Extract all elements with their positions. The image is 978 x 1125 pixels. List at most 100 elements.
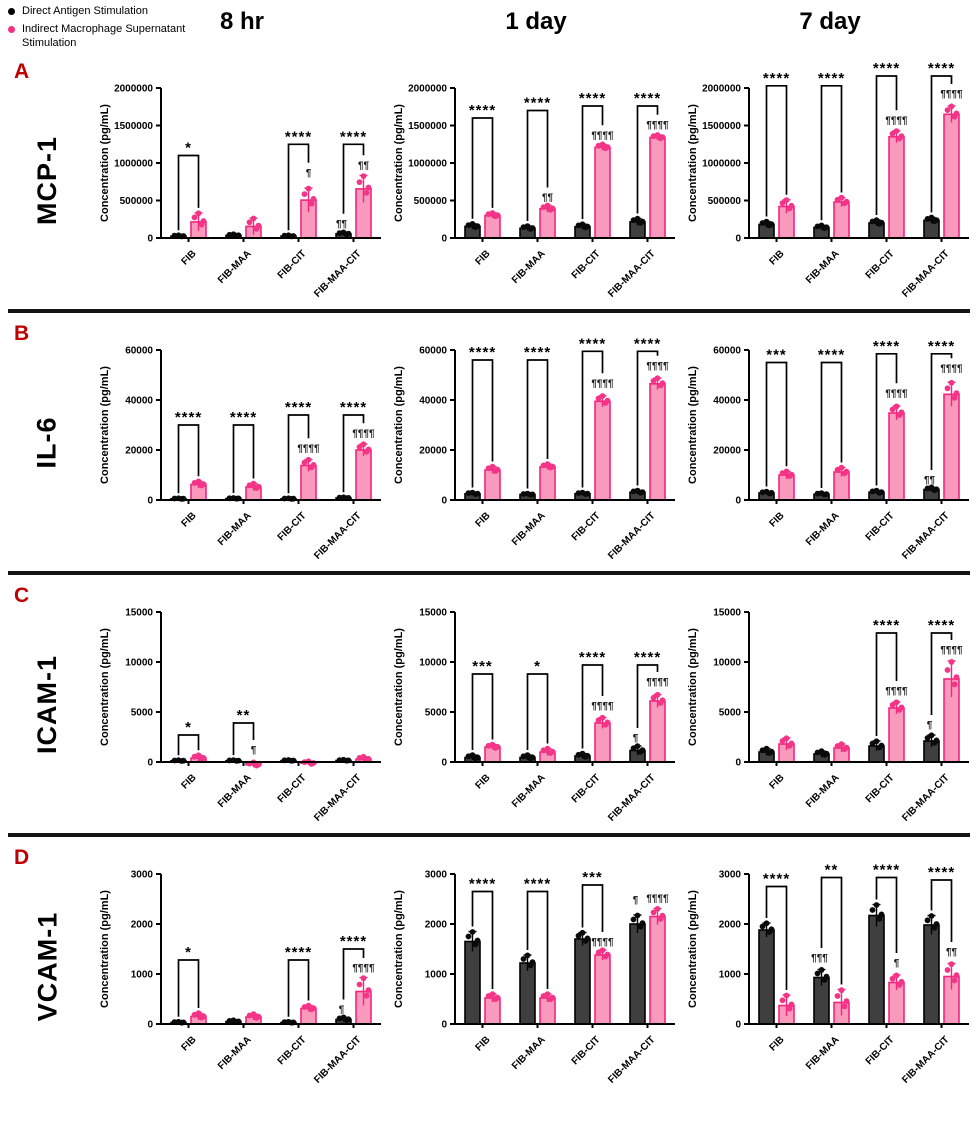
svg-text:0: 0 [441, 1020, 447, 1031]
significance-stars: **** [469, 876, 496, 893]
significance-stars: **** [340, 933, 367, 950]
y-axis: 0 20000 40000 60000 Concentration (pg/mL) [99, 346, 162, 507]
svg-text:Concentration (pg/mL): Concentration (pg/mL) [687, 628, 699, 746]
svg-text:0: 0 [441, 758, 447, 769]
pilcrow-marks: ¶ [339, 1005, 345, 1016]
svg-text:0: 0 [441, 234, 447, 245]
bar-indirect-FIB-CIT [888, 136, 905, 239]
significance-stars: **** [340, 399, 367, 416]
chart-il6-7day: 0 20000 40000 60000 Concentration (pg/mL) FIB… [683, 314, 977, 570]
significance: ***¶ [177, 707, 257, 756]
significance: **** ****¶¶¶¶¶¶¶¶¶ [873, 617, 963, 736]
svg-text:FIB-MAA-CIT: FIB-MAA-CIT [606, 248, 657, 299]
svg-text:FIB-CIT: FIB-CIT [276, 1034, 309, 1067]
x-axis: FIB FIB-MAA FIB-CIT FIB-MAA-CIT [161, 237, 381, 300]
bar-direct-FIB-CIT [574, 938, 591, 1025]
significance-stars: **** [634, 649, 661, 666]
data-points [465, 132, 666, 232]
svg-text:0: 0 [735, 496, 741, 507]
svg-text:FIB-MAA: FIB-MAA [216, 772, 254, 810]
chart-icam1-7day: 0 5000 10000 15000 Concentration (pg/mL) FIB F… [683, 576, 977, 832]
chart-icam1-8hr: 0 5000 10000 15000 Concentration (pg/mL) FIB F… [95, 576, 389, 832]
bar-indirect-FIB-CIT [594, 954, 611, 1025]
bar-indirect-FIB-CIT [594, 146, 611, 239]
svg-text:1500000: 1500000 [408, 121, 447, 132]
svg-text:FIB: FIB [473, 248, 492, 267]
pilcrow-marks: ¶¶¶¶ [591, 130, 614, 141]
y-axis: 0 1000 2000 3000 Concentration (pg/mL) [687, 870, 750, 1031]
row-separator [8, 309, 970, 313]
svg-text:FIB-CIT: FIB-CIT [276, 510, 309, 543]
row-title-icam1: ICAM-1 [32, 654, 62, 754]
significance: **** **** **** **** ¶¶¶¶ ¶¶¶¶ [175, 399, 375, 494]
pilcrow-marks: ¶¶ [542, 193, 554, 204]
pilcrow-marks: ¶¶¶¶ [646, 677, 669, 688]
svg-text:FIB-MAA: FIB-MAA [510, 248, 548, 286]
significance: **** **** **** **** ¶¶¶¶ ¶¶¶¶ [763, 60, 963, 221]
svg-text:FIB-CIT: FIB-CIT [864, 1034, 897, 1067]
svg-text:2000: 2000 [719, 920, 742, 931]
legend-item-direct: Direct Antigen Stimulation [8, 5, 213, 19]
svg-text:20000: 20000 [713, 446, 741, 457]
pilcrow-marks: ¶ [894, 958, 900, 969]
panel-letter-b: B [14, 322, 30, 345]
chart-svg-B-1day: 0 20000 40000 60000 Concentration (pg/mL) FIB… [393, 335, 675, 562]
svg-text:FIB-MAA: FIB-MAA [804, 1034, 842, 1072]
row-gutter-a: A MCP-1 [0, 52, 95, 308]
svg-text:5000: 5000 [425, 708, 448, 719]
significance-stars: *** [472, 658, 493, 675]
significance-stars: **** [285, 399, 312, 416]
significance-stars: **** [175, 409, 202, 426]
x-axis: FIB FIB-MAA FIB-CIT FIB-MAA-CIT [161, 1023, 381, 1086]
significance: *** ******** ****¶¶¶¶¶¶¶¶¶¶ [765, 338, 963, 488]
svg-text:60000: 60000 [419, 346, 447, 357]
row-gutter-d: D VCAM-1 [0, 838, 95, 1094]
pilcrow-marks: ¶¶¶¶ [352, 963, 375, 974]
significance-stars: **** [524, 95, 551, 112]
bar-direct-FIB [758, 929, 775, 1025]
y-axis: 0 500000 1000000 1500000 2000000Concentratio… [393, 84, 456, 245]
svg-text:1000000: 1000000 [114, 159, 153, 170]
svg-text:FIB-MAA-CIT: FIB-MAA-CIT [312, 772, 363, 823]
svg-text:FIB-CIT: FIB-CIT [570, 248, 603, 281]
legend-label-direct: Direct Antigen Stimulation [22, 5, 148, 17]
svg-text:Concentration (pg/mL): Concentration (pg/mL) [393, 628, 405, 746]
svg-text:Concentration (pg/mL): Concentration (pg/mL) [393, 890, 405, 1008]
chart-svg-A-7day: 0 500000 1000000 1500000 2000000Concentratio… [687, 60, 969, 300]
x-axis: FIB FIB-MAA FIB-CIT FIB-MAA-CIT [161, 499, 381, 562]
svg-text:2000000: 2000000 [408, 84, 447, 95]
pilcrow-marks: ¶¶ [358, 160, 370, 171]
svg-text:500000: 500000 [414, 196, 448, 207]
pilcrow-marks: ¶ [633, 733, 639, 744]
bar-direct-FIB-MAA-CIT [629, 923, 646, 1025]
x-axis: FIB FIB-MAA FIB-CIT FIB-MAA-CIT [455, 1023, 675, 1086]
pilcrow-marks: ¶¶¶¶ [885, 686, 908, 697]
significance: **** **** **** ****¶¶¶¶¶¶¶¶¶¶ [469, 90, 669, 221]
pilcrow-marks: ¶¶ [924, 475, 936, 486]
pilcrow-marks: ¶ [633, 895, 639, 906]
significance-stars: **** [873, 862, 900, 879]
bar-indirect-FIB-MAA-CIT [943, 393, 960, 501]
significance-stars: * [185, 140, 192, 157]
bar-indirect-FIB-MAA [539, 208, 556, 239]
significance-stars: **** [230, 409, 257, 426]
svg-text:40000: 40000 [713, 396, 741, 407]
pilcrow-marks: ¶¶¶¶ [591, 937, 614, 948]
legend-label-indirect: Indirect Macrophage Supernatant Stimulat… [22, 22, 186, 49]
significance-stars: **** [928, 864, 955, 881]
significance-stars: **** [928, 60, 955, 77]
data-points [465, 906, 666, 1003]
legend-dot-indirect-icon [8, 25, 15, 33]
bars [758, 393, 960, 501]
svg-text:5000: 5000 [131, 708, 154, 719]
chart-vcam1-1day: 0 1000 2000 3000 Concentration (pg/mL) FIB FIB… [389, 838, 683, 1094]
significance-stars: **** [763, 70, 790, 87]
svg-text:FIB-MAA-CIT: FIB-MAA-CIT [312, 510, 363, 561]
svg-text:Concentration (pg/mL): Concentration (pg/mL) [99, 104, 111, 222]
